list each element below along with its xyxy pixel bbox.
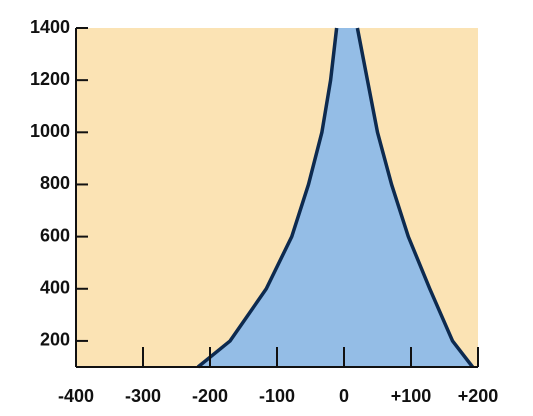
y-tick-label: 1000 xyxy=(30,121,70,141)
y-tick-label: 800 xyxy=(40,173,70,193)
x-tick-label: +200 xyxy=(458,386,499,406)
x-tick-label: -300 xyxy=(125,386,161,406)
y-tick-label: 1200 xyxy=(30,69,70,89)
y-tick-label: 400 xyxy=(40,278,70,298)
x-tick-label: -200 xyxy=(192,386,228,406)
x-tick-label: -400 xyxy=(58,386,94,406)
x-tick-label: 0 xyxy=(339,386,349,406)
x-tick-label: +100 xyxy=(391,386,432,406)
x-tick-label: -100 xyxy=(259,386,295,406)
y-tick-label: 600 xyxy=(40,225,70,245)
boundary-line xyxy=(196,27,339,369)
y-tick-label: 1400 xyxy=(30,17,70,37)
area-fill xyxy=(197,28,473,367)
y-tick-label: 200 xyxy=(40,330,70,350)
boundary-line xyxy=(355,27,475,369)
